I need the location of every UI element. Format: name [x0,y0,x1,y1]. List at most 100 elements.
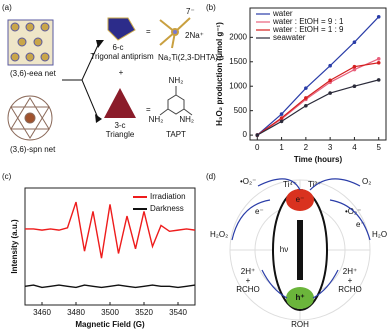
series-line [256,79,379,136]
marker [255,133,260,137]
compound-label: TAPT [166,130,186,139]
triangle [104,88,136,118]
ion: Ti³⁺ [308,180,321,189]
node-label: Trigonal antiprism [90,52,154,61]
reactant: 2H⁺ [343,267,357,276]
species: O₂ [362,177,371,186]
x-tick-label: 3460 [33,308,51,317]
marker [352,40,357,45]
ti-complex [159,17,191,49]
species: •O₂⁻ [345,207,361,216]
electron-band [286,189,314,211]
y-tick-label: 2000 [229,32,247,41]
reactant: + [348,276,353,285]
x-tick-label: 3540 [169,308,187,317]
x-axis-label: Time (hours) [294,155,343,164]
marker [376,14,381,19]
x-tick-label: 3 [328,143,333,152]
legend-label: water [272,9,293,18]
x-tick-label: 2 [304,143,309,152]
y-tick-label: 1000 [229,81,247,90]
marker [352,67,357,72]
arrow-head [95,114,102,123]
counter-ion: 2Na⁺ [185,31,204,40]
node-label: 6-c [112,43,123,52]
hole-band [286,287,314,309]
series-line [24,284,196,289]
reactant: RCHO [338,285,362,294]
panel-label: (d) [206,172,216,181]
x-tick-label: 3480 [67,308,85,317]
marker [279,112,284,116]
electron-label: e⁻ [356,220,365,229]
y-axis-label: H₂O₂ production (μmol g⁻¹) [215,22,224,126]
marker [376,57,381,61]
y-tick-label: 500 [234,106,248,115]
plot-frame [249,7,387,141]
panel-d: (d) e⁻ h⁺ hν •O₂⁻ O₂ Ti⁴⁺ Ti³⁺ •O₂⁻ e⁻ e… [206,172,387,329]
marker [328,63,332,68]
reactant: ROH [291,320,309,329]
x-axis-label: Magnetic Field (G) [75,320,145,329]
ion: Ti⁴⁺ [283,180,297,189]
x-tick-label: 1 [279,143,284,152]
marker [352,64,357,69]
plus: + [119,68,124,77]
legend-label: water : EtOH = 1 : 9 [272,25,344,34]
marker [352,84,357,89]
node-label: Triangle [106,130,135,139]
series-line [256,62,379,136]
series-line [256,16,380,136]
net-label: (3,6)-spn net [10,145,56,154]
tapt [159,86,193,116]
x-tick-label: 5 [376,143,381,152]
marker [304,96,308,100]
legend-label: seawater [273,33,306,42]
group-label: NH₂ [169,76,184,85]
marker [328,78,332,83]
node-label: 3-c [114,121,125,130]
x-tick-label: 0 [255,143,260,152]
group-label: NH₂ [179,115,194,124]
eea-net [7,19,54,66]
reaction-arrow [231,178,371,299]
antiprism [107,17,136,41]
equals: = [146,105,151,114]
panel-a: (a) (3,6)-eea net (3,6)-spn net 6-c Trig… [2,3,221,154]
compound-label: Na₂Ti(2,3-DHTA)₃ [158,53,221,62]
net-label: (3,6)-eea net [10,69,57,78]
charge: 7⁻ [186,7,195,16]
marker [376,78,381,82]
reactant: + [246,276,251,285]
spn-net [7,95,53,141]
marker [279,119,284,124]
group-label: NH₂ [149,115,164,124]
panel-label: (a) [2,3,12,12]
hole: h⁺ [295,293,304,302]
light: hν [280,245,288,254]
arrow-head [96,40,104,48]
product: H₂O₂ [210,230,228,239]
legend-label: Darkness [150,204,184,213]
x-tick-label: 3520 [135,308,153,317]
product: H₂O [372,230,387,239]
series-line [256,58,379,136]
x-tick-label: 3500 [101,308,119,317]
marker [304,103,308,108]
panel-label: (b) [206,3,216,12]
reactant: 2H⁺ [241,267,255,276]
y-axis-label: Intensity (a.u.) [10,219,19,274]
electron-label: e⁻ [255,207,264,216]
arrow [62,44,99,119]
marker [304,86,308,90]
y-tick-label: 0 [243,130,248,139]
reactant: RCHO [236,285,260,294]
panel-label: (c) [2,172,12,181]
marker [328,91,332,95]
legend-label: Irradiation [150,192,186,201]
marker [376,60,381,65]
series-line [25,201,196,259]
equals: = [146,27,151,36]
y-tick-label: 1500 [229,57,247,66]
